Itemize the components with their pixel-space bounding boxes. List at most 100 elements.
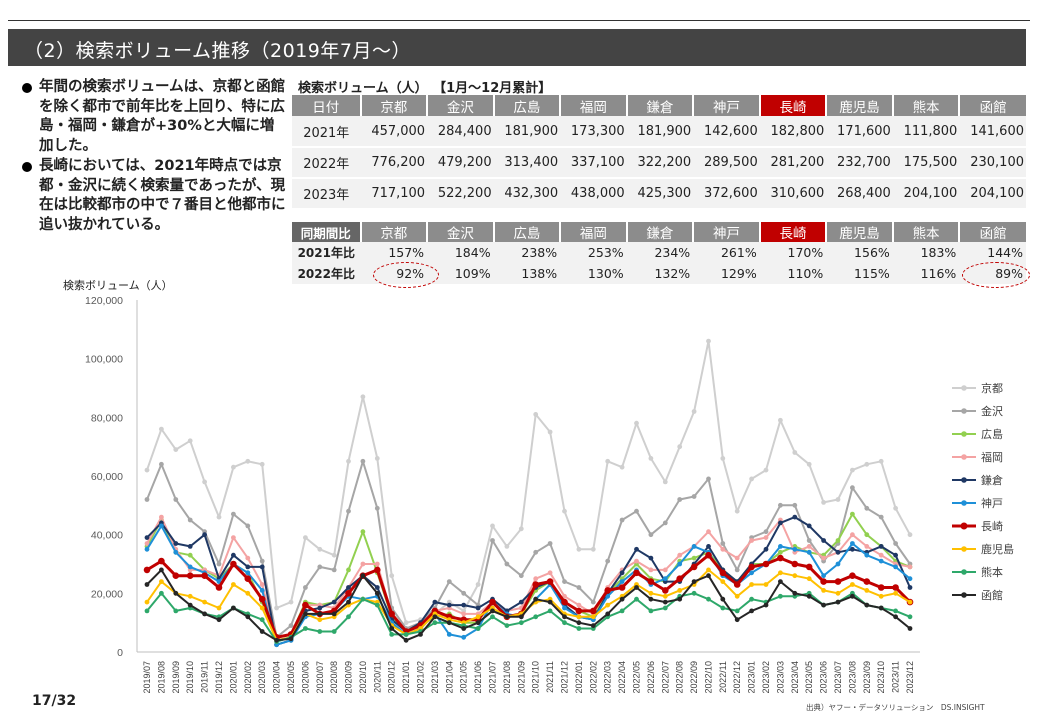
data-point <box>475 620 481 626</box>
data-point <box>850 582 855 587</box>
data-point <box>173 608 179 614</box>
data-point <box>244 575 252 582</box>
data-point <box>706 529 711 535</box>
data-point <box>778 579 783 584</box>
data-point <box>719 569 727 577</box>
data-point <box>749 608 754 614</box>
data-point <box>619 579 625 584</box>
data-point <box>259 617 265 623</box>
data-point <box>187 593 193 599</box>
col-header-kanazawa: 金沢 <box>427 222 495 242</box>
data-point <box>590 546 596 552</box>
data-point <box>461 602 467 608</box>
x-tick-label: 2022/08 <box>675 661 685 694</box>
col-header-fukuoka: 福岡 <box>560 222 628 242</box>
data-point <box>806 576 812 582</box>
col-header-kagoshima: 鹿児島 <box>826 222 894 242</box>
data-point <box>590 599 596 605</box>
col-header-kamakura: 鎌倉 <box>626 222 695 242</box>
data-point <box>806 523 812 529</box>
bullet-text: 年間の検索ボリュームは、京都と函館を除く都市で前年比を上回り、特に広島・福岡・鎌… <box>39 79 286 154</box>
data-point <box>648 596 654 602</box>
y-tick-label: 80,000 <box>91 412 123 424</box>
data-point <box>792 502 798 508</box>
volume-table: 日付 京都 金沢 広島 福岡 鎌倉 神戸 長崎 鹿児島 熊本 函館 2021年 … <box>292 95 1026 210</box>
data-point <box>619 570 625 576</box>
table-cell: 313,400 <box>493 147 561 179</box>
data-point <box>762 560 770 568</box>
data-point <box>346 599 351 605</box>
data-point <box>331 611 337 617</box>
x-tick-label: 2020/02 <box>243 661 253 694</box>
table-cell: 457,000 <box>360 116 428 148</box>
legend-marker <box>961 477 967 483</box>
data-point <box>187 602 193 608</box>
data-point <box>634 596 639 602</box>
data-point <box>778 549 783 555</box>
data-point <box>893 505 898 511</box>
data-point <box>389 626 395 631</box>
col-header-kobe: 神戸 <box>693 95 761 116</box>
table-cell: 432,300 <box>493 178 561 210</box>
legend-label: 鎌倉 <box>981 473 1003 487</box>
data-point <box>605 558 611 564</box>
data-point <box>777 554 784 562</box>
table-cell: 111,800 <box>892 116 960 148</box>
table-cell: 372,600 <box>693 178 760 210</box>
data-point <box>533 614 539 620</box>
x-tick-label: 2023/05 <box>804 661 814 694</box>
x-tick-label: 2022/12 <box>732 661 742 694</box>
data-point <box>259 558 265 564</box>
data-point <box>144 467 150 473</box>
legend-label: 金沢 <box>981 404 1003 418</box>
data-point <box>360 596 366 602</box>
data-point <box>360 573 366 579</box>
data-point <box>677 596 683 602</box>
x-tick-label: 2022/01 <box>574 661 584 694</box>
y-tick-label: 0 <box>117 647 123 659</box>
legend-label: 広島 <box>981 427 1003 441</box>
data-point <box>806 461 812 467</box>
yoy-table: 同期間比 京都 金沢 広島 福岡 鎌倉 神戸 長崎 鹿児島 熊本 函館 2021… <box>292 222 1026 284</box>
table-cell: 2023年 <box>292 178 361 210</box>
data-point <box>317 629 323 634</box>
data-point <box>274 637 279 643</box>
table-cell: 116% <box>892 263 960 284</box>
data-point <box>144 599 150 605</box>
data-point <box>159 590 164 596</box>
table-cell: 479,200 <box>427 147 494 179</box>
data-point <box>274 605 279 611</box>
data-point <box>533 576 539 582</box>
data-point <box>778 544 783 549</box>
data-point <box>864 588 870 593</box>
legend-marker <box>961 546 967 552</box>
legend-label: 鹿児島 <box>981 542 1014 556</box>
data-point <box>446 579 452 584</box>
data-point <box>144 535 150 540</box>
data-point <box>490 608 495 614</box>
data-point <box>562 593 567 599</box>
data-point <box>690 563 698 571</box>
data-point <box>706 544 711 549</box>
data-point <box>475 614 481 620</box>
data-point <box>821 602 826 608</box>
x-tick-label: 2023/12 <box>905 661 915 694</box>
legend-label: 長崎 <box>981 519 1003 533</box>
table-cell: 173,300 <box>560 116 627 148</box>
data-point <box>504 623 510 628</box>
x-tick-label: 2020/05 <box>286 661 296 694</box>
data-point <box>144 608 150 614</box>
data-point <box>821 588 826 593</box>
x-tick-label: 2020/11 <box>372 661 382 693</box>
data-point <box>677 552 683 558</box>
data-point <box>346 508 351 514</box>
data-point <box>389 573 395 579</box>
legend-marker <box>960 522 968 530</box>
table-cell: 157% <box>360 242 428 263</box>
section-header <box>8 29 1026 66</box>
data-point <box>850 546 855 552</box>
x-tick-label: 2023/11 <box>891 661 901 693</box>
table-row: 2021年比 157% 184% 238% 253% 234% 261% 170… <box>292 242 1026 263</box>
data-point <box>648 532 654 538</box>
